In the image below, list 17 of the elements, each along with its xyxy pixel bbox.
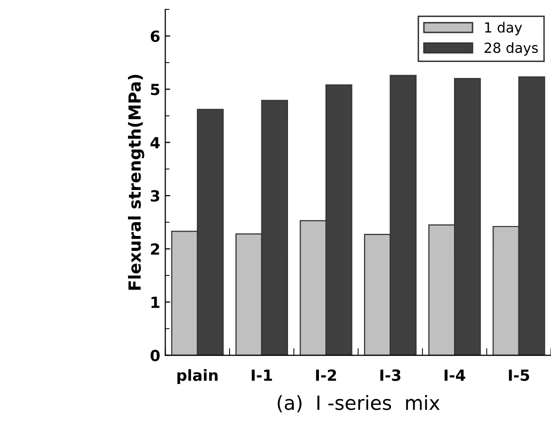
x-tick-label: I-5 — [508, 370, 530, 381]
y-tick-label: 0 — [150, 350, 160, 362]
y-tick-label: 4 — [150, 137, 160, 148]
legend-label: 1 day — [485, 22, 522, 36]
y-tick-label: 6 — [150, 30, 160, 42]
x-axis-title: (a) Ⅰ -series mix — [278, 395, 440, 412]
legend-label: 28 days — [484, 42, 538, 56]
x-tick-label: plain — [177, 369, 218, 384]
x-tick-label: I-1 — [252, 370, 272, 381]
y-tick-label: 1 — [152, 296, 160, 308]
x-tick-label: I-4 — [444, 370, 466, 381]
x-tick-label: I-2 — [316, 369, 336, 381]
y-tick-label: 3 — [150, 190, 160, 202]
y-tick-label: 5 — [150, 84, 160, 96]
y-axis-title: Flexural strength(MPa) — [128, 74, 144, 290]
x-tick-label: I-3 — [380, 369, 400, 381]
y-tick-label: 2 — [151, 243, 160, 255]
